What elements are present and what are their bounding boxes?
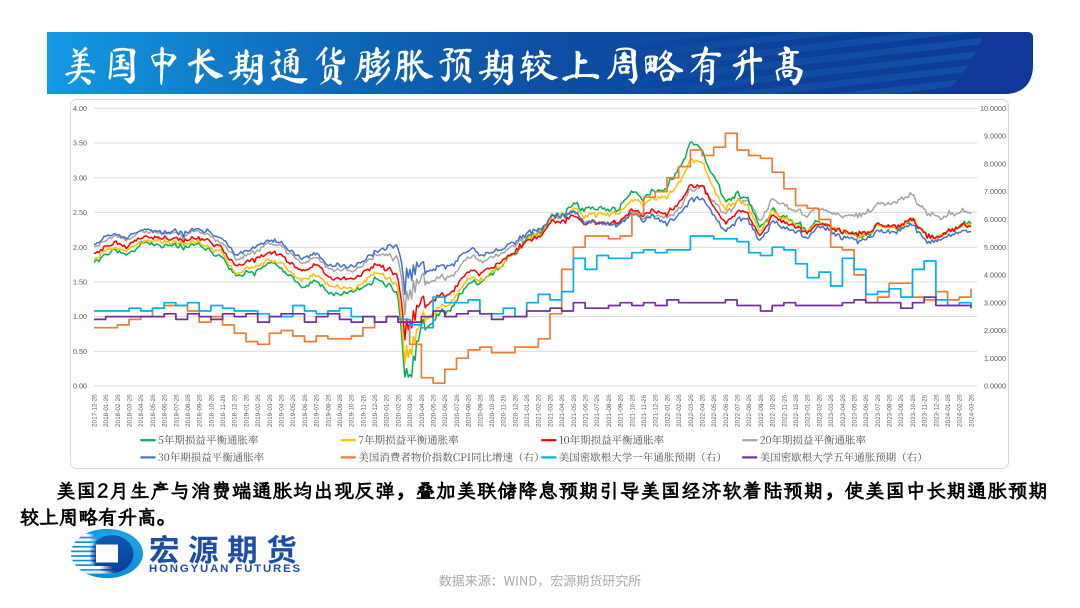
svg-text:2021-01-26: 2021-01-26 <box>524 394 531 427</box>
svg-text:2018-02-26: 2018-02-26 <box>115 394 122 427</box>
svg-text:3.50: 3.50 <box>73 139 87 148</box>
svg-text:2023-05-26: 2023-05-26 <box>852 394 859 427</box>
svg-text:2019-01-26: 2019-01-26 <box>243 394 250 427</box>
svg-text:3.00: 3.00 <box>73 173 87 182</box>
svg-text:2020-08-26: 2020-08-26 <box>466 394 473 427</box>
svg-text:2024-03-26: 2024-03-26 <box>968 394 975 427</box>
svg-text:0.00: 0.00 <box>73 382 87 391</box>
svg-text:3.0000: 3.0000 <box>984 298 1006 307</box>
svg-text:2021-04-26: 2021-04-26 <box>559 394 566 427</box>
svg-text:2020-01-26: 2020-01-26 <box>384 394 391 427</box>
svg-text:2023-11-26: 2023-11-26 <box>922 394 929 427</box>
svg-text:2019-06-26: 2019-06-26 <box>302 394 309 427</box>
svg-text:2018-09-26: 2018-09-26 <box>197 394 204 427</box>
svg-text:2023-02-26: 2023-02-26 <box>816 394 823 427</box>
svg-text:2019-07-26: 2019-07-26 <box>314 394 321 427</box>
svg-text:2022-07-26: 2022-07-26 <box>735 394 742 427</box>
svg-text:2020-02-26: 2020-02-26 <box>395 394 402 427</box>
svg-text:2023-01-26: 2023-01-26 <box>805 394 812 427</box>
svg-text:2024-01-26: 2024-01-26 <box>945 394 952 427</box>
svg-text:2.0000: 2.0000 <box>984 326 1006 335</box>
svg-text:2024-02-26: 2024-02-26 <box>957 394 964 427</box>
svg-text:5.0000: 5.0000 <box>984 243 1006 252</box>
svg-text:8.0000: 8.0000 <box>984 159 1006 168</box>
svg-text:2018-12-26: 2018-12-26 <box>232 394 239 427</box>
svg-text:4.0000: 4.0000 <box>984 271 1006 280</box>
svg-text:2019-03-26: 2019-03-26 <box>267 394 274 427</box>
svg-text:2022-09-26: 2022-09-26 <box>758 394 765 427</box>
svg-text:1.0000: 1.0000 <box>984 354 1006 363</box>
svg-text:2020-12-26: 2020-12-26 <box>512 394 519 427</box>
svg-text:2023-08-26: 2023-08-26 <box>887 394 894 427</box>
svg-text:2019-09-26: 2019-09-26 <box>337 394 344 427</box>
svg-text:2018-05-26: 2018-05-26 <box>150 394 157 427</box>
svg-text:2023-03-26: 2023-03-26 <box>828 394 835 427</box>
svg-text:2017-12-26: 2017-12-26 <box>91 394 98 427</box>
svg-text:2023-12-26: 2023-12-26 <box>933 394 940 427</box>
svg-text:6.0000: 6.0000 <box>984 215 1006 224</box>
svg-text:2018-06-26: 2018-06-26 <box>162 394 169 427</box>
svg-text:1.50: 1.50 <box>73 278 87 287</box>
svg-text:2018-10-26: 2018-10-26 <box>208 394 215 427</box>
svg-text:4.00: 4.00 <box>73 104 87 113</box>
svg-text:2018-08-26: 2018-08-26 <box>185 394 192 427</box>
svg-text:2018-11-26: 2018-11-26 <box>220 394 227 427</box>
svg-text:2023-06-26: 2023-06-26 <box>863 394 870 427</box>
svg-text:2021-05-26: 2021-05-26 <box>571 394 578 427</box>
svg-text:2019-05-26: 2019-05-26 <box>290 394 297 427</box>
svg-text:2022-06-26: 2022-06-26 <box>723 394 730 427</box>
svg-text:2022-01-26: 2022-01-26 <box>664 394 671 427</box>
svg-text:2022-05-26: 2022-05-26 <box>711 394 718 427</box>
svg-text:2021-12-26: 2021-12-26 <box>653 394 660 427</box>
svg-text:2020-03-26: 2020-03-26 <box>407 394 414 427</box>
svg-text:2023-07-26: 2023-07-26 <box>875 394 882 427</box>
svg-text:2019-02-26: 2019-02-26 <box>255 394 262 427</box>
svg-text:7.0000: 7.0000 <box>984 187 1006 196</box>
svg-text:2.50: 2.50 <box>73 208 87 217</box>
svg-text:2018-01-26: 2018-01-26 <box>103 394 110 427</box>
svg-text:2019-11-26: 2019-11-26 <box>360 394 367 427</box>
svg-text:2019-10-26: 2019-10-26 <box>349 394 356 427</box>
svg-text:2022-03-26: 2022-03-26 <box>688 394 695 427</box>
svg-text:2022-04-26: 2022-04-26 <box>700 394 707 427</box>
svg-text:2021-02-26: 2021-02-26 <box>536 394 543 427</box>
svg-text:2022-11-26: 2022-11-26 <box>781 394 788 427</box>
svg-text:2022-02-26: 2022-02-26 <box>676 394 683 427</box>
svg-text:2018-03-26: 2018-03-26 <box>127 394 134 427</box>
svg-text:2023-09-26: 2023-09-26 <box>898 394 905 427</box>
svg-text:2020-07-26: 2020-07-26 <box>454 394 461 427</box>
svg-text:2019-04-26: 2019-04-26 <box>279 394 286 427</box>
svg-text:9.0000: 9.0000 <box>984 132 1006 141</box>
svg-text:HONGYUAN FUTURES: HONGYUAN FUTURES <box>149 563 302 575</box>
svg-text:2018-04-26: 2018-04-26 <box>138 394 145 427</box>
svg-text:2020-04-26: 2020-04-26 <box>419 394 426 427</box>
svg-text:10.0000: 10.0000 <box>980 104 1006 113</box>
svg-text:2022-08-26: 2022-08-26 <box>746 394 753 427</box>
svg-text:0.0000: 0.0000 <box>984 382 1006 391</box>
svg-text:1.00: 1.00 <box>73 312 87 321</box>
svg-text:2018-07-26: 2018-07-26 <box>173 394 180 427</box>
svg-text:2022-12-26: 2022-12-26 <box>793 394 800 427</box>
svg-text:2021-09-26: 2021-09-26 <box>618 394 625 427</box>
svg-text:2022-10-26: 2022-10-26 <box>770 394 777 427</box>
svg-text:2020-05-26: 2020-05-26 <box>431 394 438 427</box>
svg-text:2020-06-26: 2020-06-26 <box>442 394 449 427</box>
svg-text:2021-11-26: 2021-11-26 <box>641 394 648 427</box>
svg-text:2021-07-26: 2021-07-26 <box>594 394 601 427</box>
svg-text:2021-03-26: 2021-03-26 <box>547 394 554 427</box>
svg-text:2023-04-26: 2023-04-26 <box>840 394 847 427</box>
svg-text:2019-08-26: 2019-08-26 <box>325 394 332 427</box>
svg-text:2020-10-26: 2020-10-26 <box>489 394 496 427</box>
svg-text:2023-10-26: 2023-10-26 <box>910 394 917 427</box>
svg-text:0.50: 0.50 <box>73 347 87 356</box>
svg-text:2019-12-26: 2019-12-26 <box>372 394 379 427</box>
svg-text:2021-10-26: 2021-10-26 <box>629 394 636 427</box>
svg-text:2.00: 2.00 <box>73 243 87 252</box>
svg-text:2021-08-26: 2021-08-26 <box>606 394 613 427</box>
svg-text:2021-06-26: 2021-06-26 <box>583 394 590 427</box>
svg-text:2020-09-26: 2020-09-26 <box>477 394 484 427</box>
svg-text:2020-11-26: 2020-11-26 <box>501 394 508 427</box>
